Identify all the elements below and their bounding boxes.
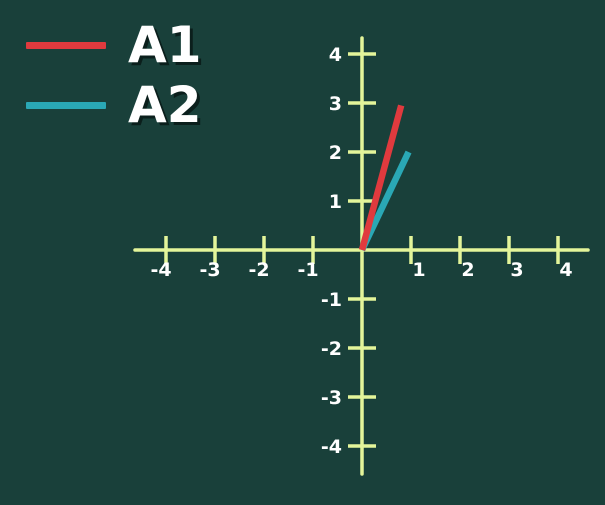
y-tick-label: 1	[329, 191, 342, 213]
x-tick-label: -2	[248, 259, 269, 281]
y-tick-label: 3	[329, 93, 342, 115]
legend-swatch-a1	[26, 41, 106, 49]
x-tick-label: 3	[510, 259, 523, 281]
x-tick-label: -3	[199, 259, 220, 281]
x-tick-label: -1	[297, 259, 318, 281]
y-tick-label: 2	[329, 142, 342, 164]
y-tick-label: 4	[329, 44, 342, 66]
legend-label-a1: A1	[128, 16, 202, 74]
x-tick-label: -4	[150, 259, 171, 281]
legend-swatch-a2	[26, 101, 106, 109]
series-line-a1	[358, 104, 405, 251]
y-tick-label: -4	[321, 436, 342, 458]
y-tick-label: -1	[321, 289, 342, 311]
x-tick-label: 1	[412, 259, 425, 281]
y-tick-label: -2	[321, 338, 342, 360]
legend-label-a2: A2	[128, 76, 202, 134]
legend-entry-a1: A1	[26, 20, 202, 70]
x-tick-label: 2	[461, 259, 474, 281]
x-tick-label: 4	[559, 259, 572, 281]
y-tick-label: -3	[321, 387, 342, 409]
legend-entry-a2: A2	[26, 80, 202, 130]
